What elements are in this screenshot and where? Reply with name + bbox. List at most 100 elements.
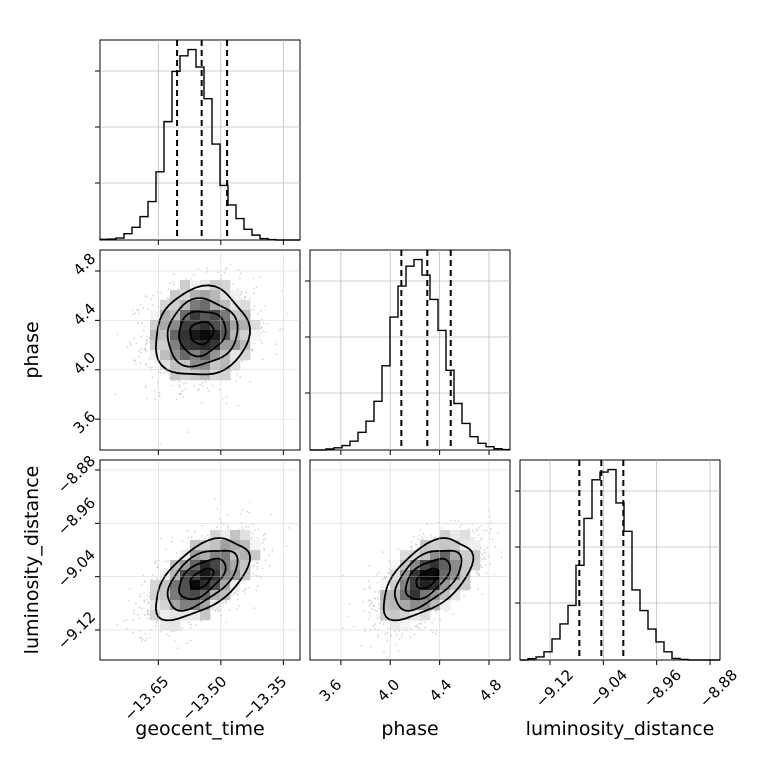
scatter-point <box>485 563 488 566</box>
scatter-point <box>147 601 150 603</box>
density-cell <box>170 340 181 351</box>
panel-luminosity_distance-vs-phase: 3.6 4.0 4.4 4.8 phase <box>309 459 511 740</box>
scatter-point <box>374 591 376 593</box>
density-cell <box>220 540 231 551</box>
density-cell <box>160 360 171 371</box>
scatter-point <box>260 332 263 334</box>
density-cell <box>240 320 251 331</box>
scatter-point <box>116 333 119 336</box>
density-cell <box>220 360 231 371</box>
scatter-point <box>271 548 274 551</box>
scatter-point <box>424 626 426 629</box>
scatter-point <box>134 312 137 315</box>
density-cell <box>210 350 221 361</box>
density-cell <box>190 330 201 341</box>
scatter-point <box>183 382 186 385</box>
scatter-point <box>279 329 281 331</box>
scatter-point <box>490 520 492 523</box>
scatter-point <box>413 535 415 538</box>
y-tick-label: 4.8 <box>70 250 100 280</box>
scatter-point <box>377 598 379 601</box>
scatter-point <box>424 621 427 624</box>
scatter-point <box>225 621 227 624</box>
scatter-point <box>167 560 169 563</box>
scatter-point <box>146 339 149 341</box>
scatter-point <box>256 565 259 568</box>
scatter-point <box>144 639 146 642</box>
scatter-point <box>148 596 151 598</box>
scatter-point <box>262 567 264 570</box>
scatter-point <box>155 625 157 627</box>
scatter-point <box>156 577 158 580</box>
density-cell <box>190 360 201 371</box>
scatter-point <box>368 599 370 602</box>
scatter-point <box>130 344 133 346</box>
scatter-point <box>228 609 231 611</box>
scatter-point <box>171 630 173 633</box>
scatter-point <box>175 398 178 400</box>
scatter-point <box>271 551 274 553</box>
density-cell <box>150 310 161 321</box>
scatter-point <box>477 587 479 590</box>
x-ticks: −9.12 −9.04 −8.96 −8.88 <box>532 660 741 711</box>
scatter-point <box>154 398 156 401</box>
scatter-point <box>147 336 149 338</box>
scatter-point <box>260 310 262 312</box>
scatter-point <box>193 530 196 533</box>
density-cell <box>240 530 251 541</box>
scatter-point <box>139 362 142 364</box>
scatter-point <box>164 548 167 551</box>
scatter-point <box>489 528 492 530</box>
scatter-point <box>255 589 258 592</box>
scatter-point <box>252 309 255 311</box>
scatter-point <box>237 593 240 596</box>
density-cell <box>230 340 241 351</box>
density-cell <box>210 300 221 311</box>
scatter-point <box>441 527 443 529</box>
scatter-point <box>168 635 170 638</box>
scatter-point <box>240 298 243 301</box>
scatter-point <box>342 627 344 629</box>
scatter-point <box>266 323 269 325</box>
scatter-point <box>270 513 273 516</box>
y-ticks: −9.12 −9.04 −8.96 −8.88 <box>54 452 99 653</box>
x-tick-label: −8.96 <box>640 666 685 711</box>
scatter-point <box>160 291 163 294</box>
scatter-point <box>146 612 149 614</box>
density-cell <box>230 350 241 361</box>
scatter-point <box>116 623 119 626</box>
scatter-point <box>430 536 432 539</box>
scatter-point <box>367 580 370 583</box>
scatter-point <box>275 353 278 356</box>
scatter-point <box>241 291 244 294</box>
scatter-point <box>235 380 237 382</box>
scatter-point <box>129 342 131 344</box>
scatter-point <box>375 573 378 576</box>
x-tick-label: −13.65 <box>120 672 172 724</box>
scatter-point <box>430 610 433 612</box>
scatter-point <box>137 309 140 311</box>
scatter-point <box>256 585 259 588</box>
scatter-point <box>244 587 247 590</box>
scatter-point <box>376 616 379 619</box>
y-tick-label: 4.0 <box>70 349 100 379</box>
density-cell <box>400 620 411 631</box>
scatter-point <box>371 601 374 603</box>
scatter-point <box>221 602 224 605</box>
density-cell <box>210 540 221 551</box>
scatter-point <box>138 312 140 315</box>
scatter-point <box>252 573 255 576</box>
density-cell <box>170 320 181 331</box>
density-cell <box>200 310 211 321</box>
scatter-point <box>178 384 180 387</box>
scatter-point <box>264 330 267 333</box>
scatter-point <box>184 387 187 390</box>
density-cell <box>230 290 241 301</box>
density-cell <box>210 360 221 371</box>
scatter-point <box>140 336 142 338</box>
density-cell <box>250 330 261 341</box>
y-tick-label: −8.88 <box>54 452 99 497</box>
scatter-point <box>214 610 217 612</box>
scatter-point <box>225 402 228 405</box>
scatter-point <box>193 273 196 276</box>
